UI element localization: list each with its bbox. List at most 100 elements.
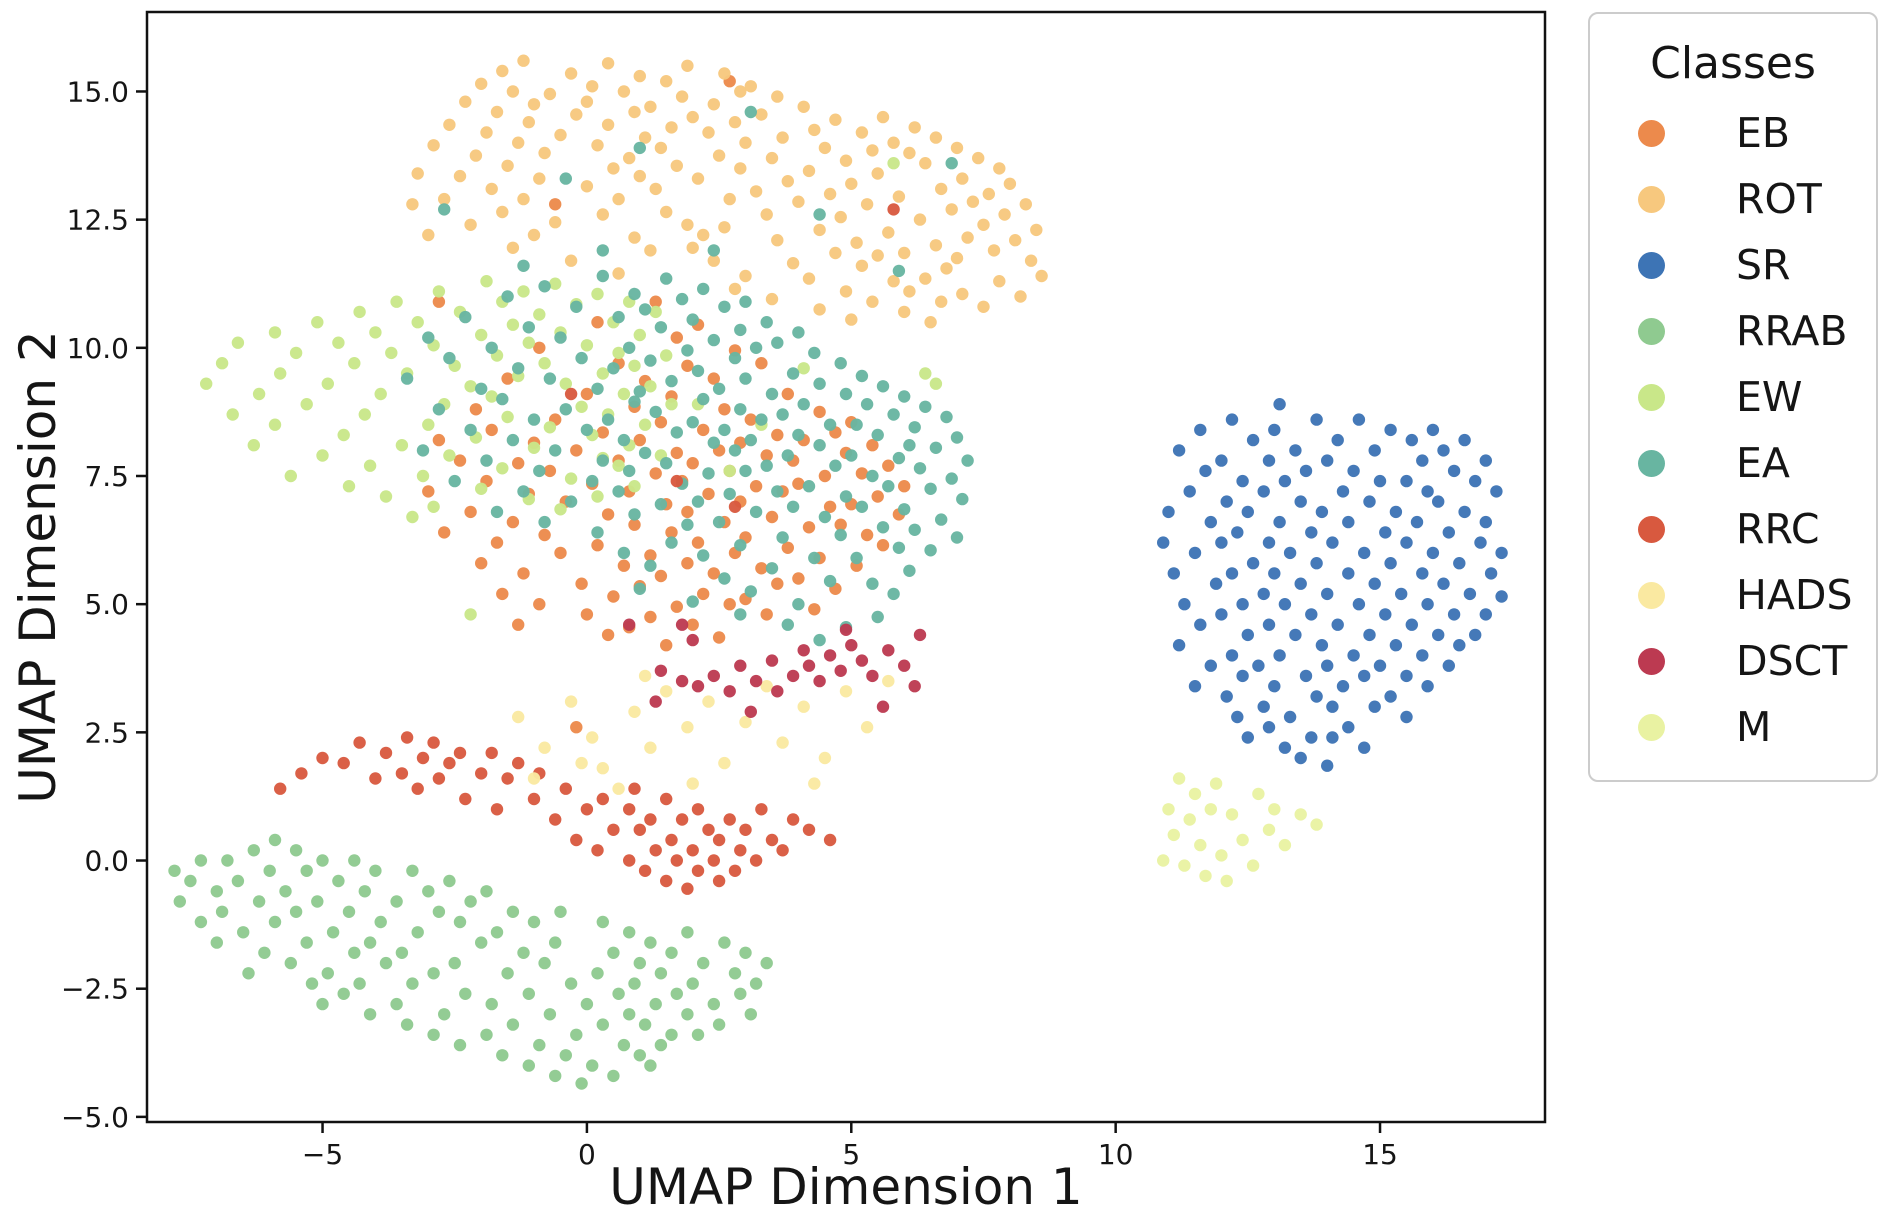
scatter-point	[1199, 464, 1212, 478]
scatter-point	[284, 469, 297, 483]
scatter-point	[348, 357, 361, 370]
scatter-point	[564, 67, 578, 80]
scatter-point	[781, 541, 794, 554]
scatter-point	[628, 518, 641, 531]
scatter-point	[617, 433, 631, 447]
scatter-point	[728, 967, 742, 980]
scatter-point	[490, 926, 504, 939]
scatter-point	[1246, 859, 1260, 872]
scatter-point	[580, 95, 594, 108]
scatter-point	[887, 136, 900, 149]
scatter-point	[337, 756, 350, 770]
legend-item-label: RRAB	[1736, 307, 1848, 355]
scatter-point	[215, 905, 229, 918]
scatter-point	[686, 416, 699, 429]
scatter-point	[448, 956, 461, 970]
scatter-point	[813, 405, 826, 419]
scatter-point	[321, 967, 334, 980]
scatter-point	[607, 362, 620, 375]
scatter-point	[480, 126, 493, 139]
scatter-point	[903, 439, 916, 452]
scatter-point	[485, 390, 498, 403]
scatter-point	[506, 433, 520, 447]
scatter-point	[649, 997, 662, 1011]
scatter-point	[1204, 515, 1218, 529]
scatter-point	[400, 731, 414, 744]
scatter-point	[1204, 803, 1218, 816]
legend-item-EA: EA	[1590, 430, 1876, 496]
scatter-point	[786, 813, 800, 826]
scatter-point	[760, 459, 773, 472]
scatter-point	[464, 423, 477, 437]
scatter-point	[665, 526, 678, 539]
scatter-point	[797, 100, 810, 114]
scatter-point	[882, 226, 895, 239]
scatter-point	[1495, 590, 1508, 603]
scatter-point	[512, 618, 525, 631]
scatter-point	[475, 936, 488, 949]
scatter-point	[369, 864, 382, 877]
scatter-point	[1262, 618, 1276, 631]
scatter-point	[823, 574, 837, 588]
scatter-point	[554, 905, 567, 918]
scatter-point	[876, 380, 890, 393]
scatter-point	[300, 864, 313, 877]
scatter-point	[485, 182, 498, 196]
scatter-point	[369, 772, 382, 785]
scatter-point	[1410, 515, 1424, 529]
scatter-point	[744, 705, 757, 718]
y-axis-label: UMAP Dimension 2	[9, 330, 67, 804]
scatter-point	[522, 336, 535, 349]
scatter-point	[892, 264, 906, 278]
scatter-point	[845, 449, 858, 462]
scatter-point	[1246, 557, 1260, 570]
scatter-point	[1294, 808, 1307, 821]
scatter-point	[258, 946, 271, 959]
scatter-point	[670, 854, 683, 867]
scatter-point	[279, 885, 292, 898]
scatter-point	[1194, 618, 1207, 631]
scatter-point	[1373, 474, 1387, 488]
scatter-point	[501, 967, 514, 980]
legend-item-label: SR	[1736, 241, 1791, 289]
scatter-point	[628, 977, 641, 990]
scatter-point	[496, 1049, 509, 1062]
scatter-point	[289, 905, 303, 918]
scatter-point	[533, 1038, 546, 1052]
y-tick-label: −2.5	[61, 973, 129, 1006]
scatter-point	[813, 439, 826, 452]
scatter-point	[596, 454, 609, 467]
scatter-point	[950, 251, 964, 265]
scatter-point	[623, 1008, 636, 1021]
scatter-point	[908, 121, 921, 134]
legend-items: EB ROT SR RRAB EW EA RRC HADS DSCT M	[1590, 100, 1876, 760]
scatter-point	[1331, 618, 1344, 631]
scatter-point	[1347, 464, 1360, 478]
scatter-point	[242, 967, 255, 980]
scatter-point	[1315, 639, 1329, 652]
scatter-point	[697, 392, 710, 406]
scatter-point	[1426, 546, 1440, 560]
scatter-point	[781, 618, 794, 631]
scatter-point	[517, 54, 530, 67]
scatter-point	[1310, 818, 1323, 831]
scatter-point	[686, 595, 699, 608]
scatter-point	[855, 467, 869, 480]
scatter-point	[506, 85, 520, 98]
scatter-point	[913, 628, 927, 642]
scatter-point	[1321, 587, 1334, 601]
scatter-point	[633, 385, 646, 398]
scatter-point	[549, 277, 562, 290]
scatter-point	[596, 367, 609, 380]
scatter-point	[1278, 741, 1292, 754]
scatter-point	[617, 85, 631, 98]
scatter-point	[348, 854, 361, 867]
scatter-point	[575, 351, 588, 365]
scatter-point	[432, 433, 446, 447]
scatter-point	[1352, 598, 1366, 611]
scatter-point	[808, 551, 821, 565]
scatter-point	[559, 172, 572, 185]
legend-swatch-icon	[1638, 713, 1665, 741]
y-tick-label: 5.0	[84, 588, 129, 621]
scatter-point	[575, 756, 588, 770]
